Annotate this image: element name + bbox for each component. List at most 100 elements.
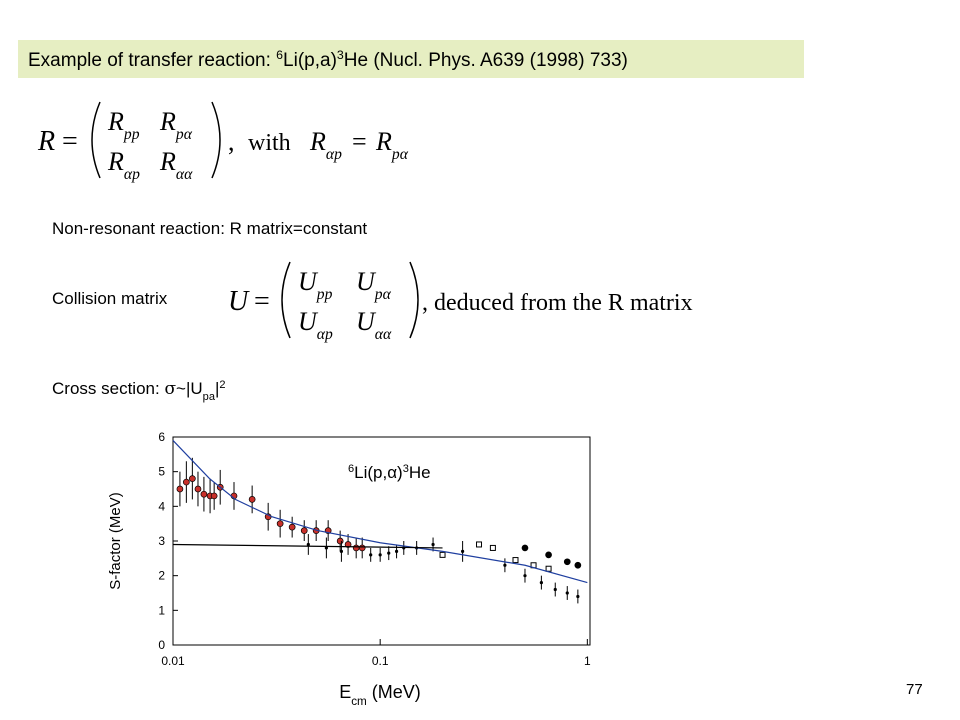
math-sub: αα — [375, 326, 392, 343]
math-symbol: Uαp — [298, 307, 333, 343]
math-lhs: R — [37, 126, 55, 157]
math-sub: αα — [176, 166, 193, 183]
text-part: Li(p,α) — [354, 463, 403, 482]
data-point — [439, 551, 446, 558]
data-point — [476, 541, 483, 548]
text-part: E — [339, 682, 351, 702]
text-part: cm — [351, 695, 367, 708]
math-sub: αp — [317, 326, 333, 343]
text-part: Li(p,a) — [283, 50, 337, 71]
data-point — [378, 553, 382, 557]
data-point — [336, 537, 344, 545]
data-point — [352, 544, 360, 552]
data-point — [339, 549, 344, 554]
math-symbol: Upp — [298, 267, 333, 303]
text-part: ~|U — [176, 379, 203, 398]
data-point — [553, 587, 557, 592]
data-point — [288, 523, 296, 531]
text-part: Example of transfer reaction: — [28, 50, 276, 71]
data-point — [503, 563, 507, 567]
math-with: with — [248, 130, 291, 156]
text-part: 6 — [348, 463, 354, 475]
data-point — [369, 553, 373, 557]
math-base: R — [375, 127, 392, 156]
data-point — [210, 492, 218, 500]
math-sub: pp — [123, 126, 140, 143]
data-point — [183, 478, 190, 486]
math-sub: pα — [391, 146, 409, 163]
paren — [211, 101, 221, 179]
data-point — [300, 527, 308, 534]
text-part: He (Nucl. Phys. A639 (1998) 733) — [344, 50, 628, 71]
data-point — [200, 490, 208, 498]
text-part: He — [409, 463, 431, 482]
title-box — [18, 40, 804, 78]
curve — [172, 543, 443, 549]
text-part: Cross section: — [52, 379, 164, 398]
math-symbol: Rpp — [107, 107, 140, 143]
data-point — [523, 574, 527, 578]
data-point — [563, 558, 571, 566]
math-base: R — [309, 127, 326, 156]
title: Example of transfer reaction: 6Li(p,a)3H… — [28, 48, 628, 71]
x-tick-label: 0.1 — [372, 654, 389, 668]
math-base: R — [107, 147, 124, 176]
y-tick-label: 3 — [158, 534, 165, 548]
text-part: 6 — [276, 48, 283, 62]
math-sub: αp — [124, 166, 140, 183]
data-point — [574, 561, 582, 569]
math-base: R — [107, 107, 124, 136]
math-sub: pα — [374, 286, 392, 303]
curve — [172, 440, 588, 584]
annotation: 6Li(p,α)3He — [348, 463, 431, 482]
data-point — [565, 591, 569, 595]
math-symbol: Upα — [356, 267, 392, 303]
math-sub: αp — [326, 146, 342, 163]
data-point — [358, 544, 366, 552]
y-tick-label: 0 — [158, 638, 165, 652]
math-base: U — [298, 307, 319, 336]
data-point — [344, 541, 352, 548]
text-part: 3 — [403, 463, 409, 475]
cross-section: Cross section: σ~|Upa|2 — [52, 379, 226, 403]
y-axis-label: S-factor (MeV) — [107, 492, 124, 590]
data-point — [489, 544, 496, 551]
y-tick-label: 4 — [158, 499, 165, 513]
data-point — [324, 546, 328, 550]
data-point — [306, 542, 310, 547]
math-sub: pα — [175, 126, 193, 143]
data-point — [512, 557, 519, 564]
math-comma: , — [228, 127, 235, 156]
y-tick-label: 5 — [158, 465, 165, 479]
y-tick-label: 1 — [158, 603, 165, 617]
text-part: | — [215, 379, 219, 398]
text-part: (MeV) — [367, 682, 421, 702]
math-symbol: Rαp — [107, 147, 140, 183]
math-symbol: Uαα — [356, 307, 392, 343]
data-point — [394, 549, 399, 554]
data-point — [521, 544, 529, 552]
collision-label: Collision matrix — [52, 289, 168, 308]
paren — [409, 261, 419, 339]
data-point — [545, 565, 552, 572]
math-base: R — [159, 147, 176, 176]
y-tick-label: 2 — [158, 569, 165, 583]
data-point — [248, 496, 256, 503]
text-part: 3 — [337, 48, 344, 62]
math-eq: = — [254, 286, 270, 317]
math-eq: = — [352, 127, 367, 156]
y-tick-label: 6 — [158, 430, 165, 444]
data-point — [576, 594, 580, 599]
text-part: 2 — [219, 379, 225, 391]
math-base: U — [356, 307, 377, 336]
math-tail: , deduced from the R matrix — [422, 290, 693, 316]
data-point — [387, 551, 391, 555]
data-point — [276, 520, 284, 528]
data-point — [461, 549, 465, 554]
text-part: σ — [164, 379, 176, 399]
x-axis-label: Ecm (MeV) — [339, 682, 421, 708]
math-lhs: U — [228, 286, 250, 317]
x-tick-label: 1 — [584, 654, 591, 668]
